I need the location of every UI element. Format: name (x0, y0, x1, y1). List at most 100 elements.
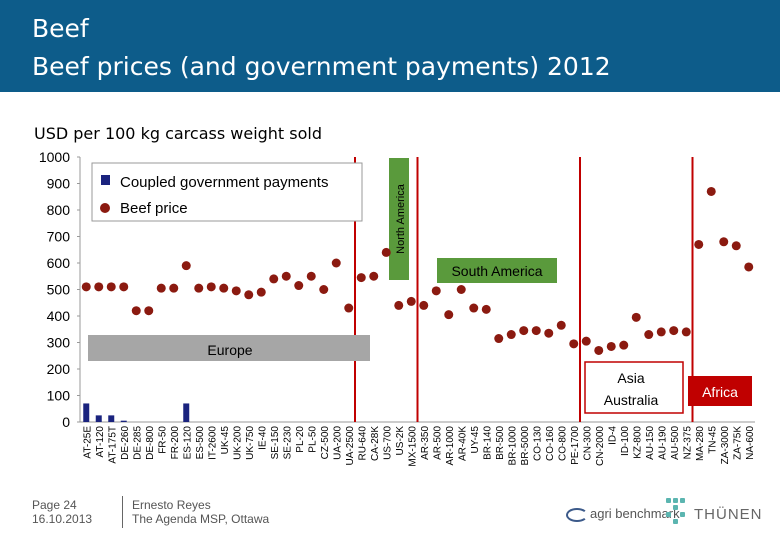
x-tick-label: BR-140 (482, 426, 493, 460)
price-point (369, 271, 379, 281)
x-tick-label: AU-150 (645, 426, 656, 460)
agri-benchmark-logo: agri benchmark (566, 506, 680, 522)
price-point (569, 339, 579, 349)
slide-header: Beef Beef prices (and government payment… (0, 0, 780, 92)
price-point (456, 285, 466, 294)
y-tick-label: 0 (62, 414, 70, 430)
region-box-north-america (389, 158, 409, 280)
price-point (206, 282, 216, 292)
x-tick-label: UA-2500 (345, 426, 356, 466)
x-tick-label: CN-300 (582, 426, 593, 461)
payment-bar (108, 415, 115, 422)
x-tick-label: UK-45 (220, 426, 231, 455)
price-point (81, 282, 91, 292)
region-label-africa: Africa (702, 384, 738, 400)
price-point (381, 247, 391, 257)
x-tick-label: CO-130 (532, 426, 543, 461)
x-tick-label: ES-120 (182, 426, 193, 460)
x-tick-label: UY-45 (470, 426, 481, 454)
price-point (131, 306, 141, 316)
y-tick-label: 600 (47, 255, 71, 271)
region-box-south-america (437, 258, 557, 283)
region-label-asia: Asia (617, 370, 644, 386)
price-point (394, 300, 404, 310)
x-tick-label: FR-50 (157, 426, 168, 454)
x-tick-label: DE-800 (145, 426, 156, 460)
footer-divider (122, 496, 123, 528)
x-tick-label: ZA-3000 (720, 426, 731, 465)
x-tick-label: PE-1700 (570, 426, 581, 465)
x-tick-label: AU-500 (670, 426, 681, 460)
price-point (294, 281, 304, 291)
price-point (494, 334, 504, 344)
price-point (619, 340, 629, 350)
footer-author: Ernesto Reyes (132, 498, 211, 512)
price-point (194, 283, 204, 293)
legend-label-price: Beef price (120, 200, 188, 217)
region-label-australia: Australia (604, 392, 659, 408)
x-tick-label: UK-200 (232, 426, 243, 460)
slide-subtitle: Beef prices (and government payments) 20… (32, 52, 611, 81)
price-point (544, 328, 554, 338)
x-tick-label: AR-350 (420, 426, 431, 460)
x-tick-label: MX-1500 (407, 426, 418, 467)
y-tick-label: 300 (47, 335, 71, 351)
footer-date: 16.10.2013 (32, 512, 93, 526)
x-tick-label: AR-40K (457, 426, 468, 461)
y-tick-label: 100 (47, 388, 71, 404)
price-point (481, 304, 491, 314)
price-point (694, 239, 704, 249)
price-point (556, 320, 566, 330)
x-tick-label: AT-175T (107, 426, 118, 464)
price-point (244, 290, 254, 300)
x-tick-label: TN-45 (707, 426, 718, 454)
payment-bar (183, 403, 190, 422)
price-point (531, 326, 541, 336)
x-tick-label: ID-100 (620, 426, 631, 456)
region-box-europe (88, 335, 370, 361)
price-point (281, 271, 291, 281)
x-tick-label: BR-5000 (520, 426, 531, 466)
x-tick-label: DE-285 (132, 426, 143, 460)
footer-author-info: Ernesto Reyes The Agenda MSP, Ottawa (132, 498, 269, 526)
price-point (331, 258, 341, 268)
price-point (681, 327, 691, 337)
x-tick-label: ZA-75K (732, 426, 743, 460)
x-tick-label: UK-750 (245, 426, 256, 460)
x-tick-label: AU-190 (657, 426, 668, 460)
region-label-south-america: South America (451, 263, 542, 279)
price-point (606, 341, 616, 351)
y-tick-label: 700 (47, 229, 71, 245)
legend-label-payments: Coupled government payments (120, 174, 328, 191)
x-tick-label: SE-150 (270, 426, 281, 460)
slide-title: Beef (32, 14, 89, 43)
price-point (319, 285, 329, 294)
y-tick-label: 900 (47, 176, 71, 192)
price-point (469, 303, 479, 313)
price-point (631, 312, 641, 322)
payment-bar (83, 403, 90, 422)
x-tick-label: PL-50 (307, 426, 318, 453)
price-point (519, 326, 529, 336)
x-tick-label: DE-260 (120, 426, 131, 460)
price-point (406, 296, 416, 306)
y-tick-label: 500 (47, 282, 71, 298)
x-tick-label: AT-120 (95, 426, 106, 458)
x-tick-label: NZ-375 (682, 426, 693, 460)
payment-bar (120, 420, 127, 422)
price-point (731, 241, 741, 251)
x-tick-label: CN-2000 (595, 426, 606, 466)
price-point (306, 271, 316, 281)
x-tick-label: CA-28K (370, 426, 381, 461)
footer-page-number: Page 24 (32, 498, 77, 512)
price-point (644, 330, 654, 340)
region-label-europe: Europe (207, 342, 252, 358)
x-tick-label: CO-800 (557, 426, 568, 461)
y-tick-label: 400 (47, 308, 71, 324)
region-box-africa (688, 376, 752, 406)
price-point (231, 286, 241, 296)
x-tick-label: ID-4 (607, 426, 618, 445)
price-point (669, 326, 679, 336)
price-point (181, 261, 191, 271)
x-tick-label: NA-600 (745, 426, 756, 460)
